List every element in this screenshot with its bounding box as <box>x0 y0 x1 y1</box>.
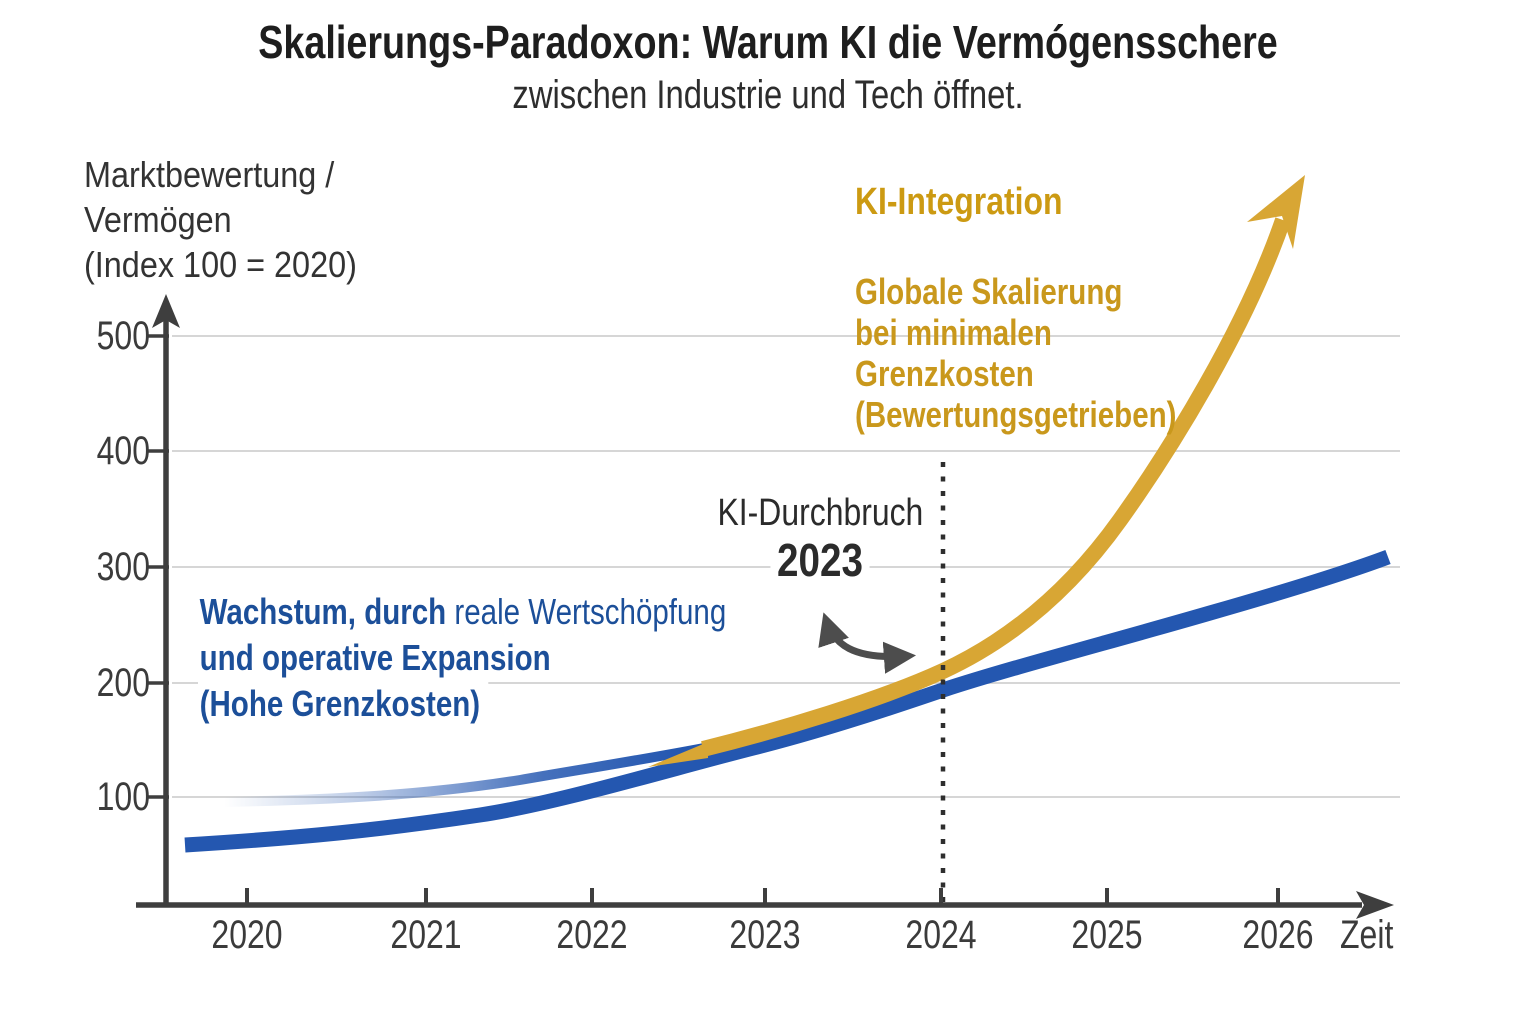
x-tick-2025: 2025 <box>1071 913 1143 957</box>
y-tick-400: 400 <box>96 429 150 473</box>
y-axis-label: Marktbewertung / Vermögen (Index 100 = 2… <box>84 154 357 285</box>
y-tick-100: 100 <box>96 775 150 819</box>
breakthrough-annotation: KI-Durchbruch 2023 <box>710 491 931 585</box>
x-tick-2021: 2021 <box>390 913 462 957</box>
chart-title: Skalierungs-Paradoxon: Warum KI die Verm… <box>258 16 1278 68</box>
axes <box>136 294 1394 919</box>
x-tick-2026: 2026 <box>1242 913 1314 957</box>
y-tick-500: 500 <box>96 314 150 358</box>
annotation-curved-arrow-icon <box>818 612 917 674</box>
breakthrough-label: KI-Durchbruch <box>710 491 931 535</box>
x-tick-2024: 2024 <box>905 913 977 957</box>
gold-line-taper <box>648 742 708 767</box>
chart-subtitle: zwischen Industrie und Tech öffnet. <box>512 73 1024 117</box>
y-tick-200: 200 <box>96 661 150 705</box>
gold-arrowhead-icon <box>1247 175 1305 249</box>
y-axis-arrowhead-icon <box>152 294 180 328</box>
x-axis-label: Zeit <box>1340 913 1394 957</box>
x-axis-arrowhead-icon <box>1356 891 1394 919</box>
y-tick-300: 300 <box>96 545 150 589</box>
x-tick-2023: 2023 <box>729 913 801 957</box>
gold-series-heading: KI-Integration <box>855 181 1063 223</box>
y-tick-marks <box>147 334 169 799</box>
gold-series-description: Globale Skalierung bei minimalen Grenzko… <box>855 271 1177 435</box>
x-tick-2022: 2022 <box>556 913 628 957</box>
x-tick-marks <box>245 888 1280 905</box>
gold-ai-line <box>701 217 1291 757</box>
blue-series-description: Wachstum, durch reale Wertschöpfung und … <box>198 589 735 727</box>
x-tick-2020: 2020 <box>211 913 283 957</box>
breakthrough-year: 2023 <box>770 535 870 585</box>
blue-growth-line <box>184 549 1391 853</box>
